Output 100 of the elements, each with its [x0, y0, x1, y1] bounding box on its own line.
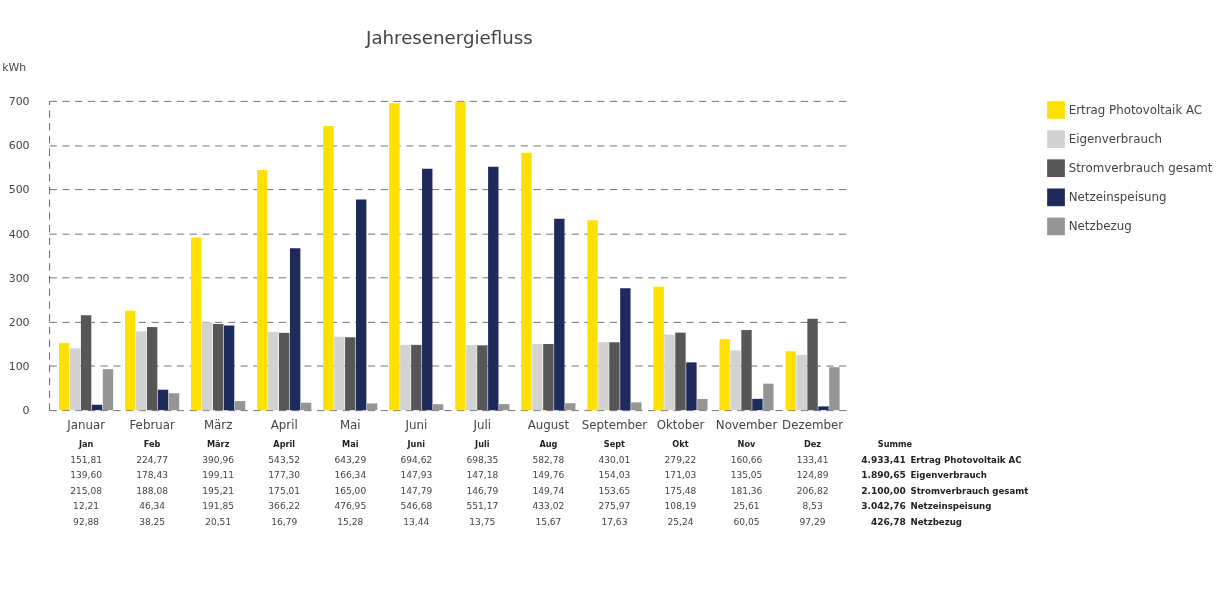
text: 1.890,65: [861, 470, 906, 481]
data-label: 92,88: [73, 516, 100, 527]
bar: [422, 168, 433, 411]
bar: [587, 220, 598, 411]
bar: [202, 322, 213, 411]
bar: [356, 199, 367, 411]
text: Eigenverbrauch: [910, 470, 987, 481]
x-tick-label: Februar: [129, 417, 175, 432]
data-label: 147,79: [400, 485, 433, 496]
data-label: 546,68: [400, 501, 433, 512]
data-label: 133,41: [796, 454, 829, 465]
bar: [741, 330, 752, 411]
text: Stromverbrauch gesamt: [910, 485, 1029, 496]
bar: [554, 218, 565, 411]
data-label: 25,24: [667, 516, 694, 527]
y-tick-label: 400: [8, 227, 30, 241]
legend-label: Stromverbrauch gesamt: [1068, 160, 1213, 175]
data-label: 366,22: [268, 501, 301, 512]
data-label: 153,65: [598, 485, 631, 496]
data-label: 165,00: [334, 485, 367, 496]
data-label: 16,79: [271, 516, 298, 527]
data-label: 433,02: [532, 501, 565, 512]
data-label: 139,60: [70, 470, 103, 481]
bar: [455, 101, 466, 411]
bar: [411, 344, 422, 411]
bar: [334, 336, 345, 411]
legend-label: Eigenverbrauch: [1068, 131, 1162, 146]
bar: [234, 401, 246, 411]
data-label: 12,21: [73, 501, 100, 512]
data-label: 146,79: [466, 485, 499, 496]
bar: [345, 337, 356, 411]
bar: [785, 351, 796, 411]
bar: [598, 342, 609, 411]
bar: [279, 332, 290, 411]
text: April: [273, 438, 296, 449]
bar: [136, 331, 147, 411]
data-label: 13,44: [403, 516, 430, 527]
data-label: 275,97: [598, 501, 631, 512]
data-label: 151,81: [70, 454, 102, 465]
data-label: 175,01: [268, 485, 301, 496]
text: Okt: [672, 438, 689, 449]
bar: [730, 350, 741, 411]
bar: [157, 389, 169, 411]
x-tick-label: November: [715, 417, 778, 432]
data-label: 476,95: [334, 501, 367, 512]
bar: [543, 344, 554, 411]
bar: [300, 402, 312, 411]
data-label: 181,36: [730, 485, 763, 496]
data-label: 279,22: [664, 454, 697, 465]
bar: [323, 125, 334, 411]
x-tick-label: September: [581, 417, 648, 432]
text: 3.042,76: [861, 501, 906, 512]
data-label: 108,19: [664, 501, 697, 512]
data-label: 215,08: [70, 485, 103, 496]
data-label: 191,85: [202, 501, 235, 512]
bar: [499, 404, 510, 411]
bar: [80, 315, 92, 411]
data-label: 97,29: [799, 516, 826, 527]
bar: [389, 103, 400, 411]
bar: [191, 237, 202, 411]
data-label: 8,53: [802, 501, 823, 512]
data-label: 135,05: [730, 470, 763, 481]
data-label: 160,66: [730, 454, 763, 465]
bar: [125, 310, 136, 411]
data-label: 149,74: [532, 485, 565, 496]
bar: [146, 327, 158, 411]
x-tick-label: August: [527, 417, 570, 432]
data-label: 147,93: [400, 470, 433, 481]
y-tick-label: 200: [8, 315, 30, 329]
bar: [466, 345, 477, 411]
data-label: 25,61: [733, 501, 760, 512]
text: Juni: [406, 438, 426, 449]
bar: [763, 383, 774, 411]
data-label: 17,63: [601, 516, 628, 527]
legend-label: Ertrag Photovoltaik AC: [1068, 102, 1203, 117]
bar: [432, 404, 444, 411]
bar: [609, 342, 620, 411]
text: Aug: [539, 438, 558, 449]
data-label: 166,34: [334, 470, 367, 481]
x-tick-label: Juni: [404, 417, 428, 432]
data-label: 582,78: [532, 454, 565, 465]
bar: [829, 367, 840, 411]
bar: [686, 362, 697, 411]
text: Netzeinspeisung: [910, 501, 992, 512]
data-label: 543,52: [268, 454, 301, 465]
bar: [675, 332, 686, 411]
bar: [289, 248, 301, 411]
text: Ertrag Photovoltaik AC: [910, 454, 1022, 465]
bar: [212, 323, 224, 411]
bar: [752, 398, 763, 411]
data-label: 60,05: [733, 516, 760, 527]
data-label: 149,76: [532, 470, 565, 481]
text: Juli: [474, 438, 490, 449]
data-label: 38,25: [139, 516, 166, 527]
data-label: 154,03: [598, 470, 631, 481]
text: Summe: [877, 438, 913, 449]
data-label: 206,82: [796, 485, 829, 496]
text: Nov: [737, 438, 757, 449]
data-label: 430,01: [598, 454, 631, 465]
bar: [102, 369, 114, 411]
